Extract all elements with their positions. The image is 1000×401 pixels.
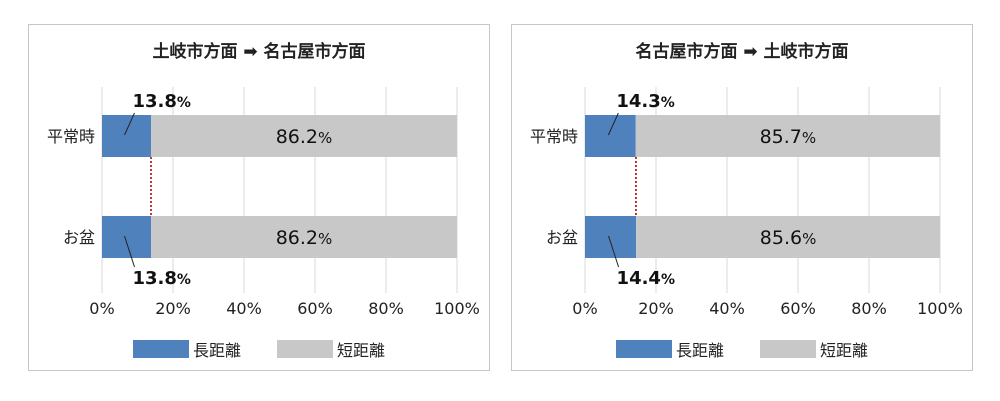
bar-short bbox=[150, 115, 457, 157]
legend-item-long: 長距離 bbox=[132, 337, 241, 361]
category-label: 平常時 bbox=[47, 127, 95, 146]
category-label: お盆 bbox=[63, 228, 95, 247]
bar-short bbox=[636, 216, 940, 258]
bar-chart: 0% 20% 40% 60% 80% 100% 平常時 85.7% 14.3% お盆 85.6% 14… bbox=[530, 87, 963, 318]
legend-label-short: 短距離 bbox=[820, 341, 869, 360]
legend-label-long: 長距離 bbox=[192, 341, 241, 360]
category-label: お盆 bbox=[546, 228, 578, 247]
x-tick-label: 0% bbox=[572, 299, 597, 318]
x-tick-label: 60% bbox=[297, 299, 333, 318]
leader-line bbox=[124, 112, 135, 136]
legend-item-short: 短距離 bbox=[277, 337, 385, 361]
x-tick-label: 40% bbox=[709, 299, 745, 318]
value-label-short: 85.6% bbox=[760, 227, 817, 249]
chart-legend: 長距離 短距離 bbox=[29, 337, 489, 361]
chart-title: 名古屋市方面 ➡ 土岐市方面 bbox=[635, 42, 849, 62]
leader-line bbox=[608, 235, 620, 268]
x-tick-label: 80% bbox=[368, 299, 404, 318]
value-label-long: 13.8% bbox=[132, 91, 190, 112]
x-tick-label: 100% bbox=[917, 299, 963, 318]
legend-item-short: 短距離 bbox=[760, 337, 868, 361]
chart-legend: 長距離 短距離 bbox=[512, 337, 972, 361]
value-label-short: 86.2% bbox=[276, 126, 333, 148]
x-tick-label: 20% bbox=[638, 299, 674, 318]
bar-long bbox=[102, 216, 151, 258]
legend-swatch-short bbox=[760, 340, 816, 358]
chart-title: 土岐市方面 ➡ 名古屋市方面 bbox=[152, 42, 366, 62]
bar-chart: 0% 20% 40% 60% 80% 100% 平常時 86.2% 13.8% お盆 86.2% 13… bbox=[47, 87, 480, 318]
legend-swatch-long bbox=[615, 340, 672, 358]
x-tick-label: 80% bbox=[851, 299, 887, 318]
value-label-short: 85.7% bbox=[760, 126, 817, 148]
bar-long bbox=[585, 115, 636, 157]
chart-panel-right: 名古屋市方面 ➡ 土岐市方面 0% 20% 40% 60% 80% 100% 平常時 85.7… bbox=[511, 24, 973, 371]
legend-label-long: 長距離 bbox=[675, 341, 724, 360]
bar-short bbox=[150, 216, 457, 258]
x-tick-label: 0% bbox=[89, 299, 114, 318]
legend-swatch-short bbox=[277, 340, 333, 358]
bar-short bbox=[635, 115, 940, 157]
x-tick-label: 100% bbox=[434, 299, 480, 318]
chart-panel-left: 土岐市方面 ➡ 名古屋市方面 0% 20% 40% 60% 80% 100% 平常時 86.2… bbox=[28, 24, 490, 371]
bar-long bbox=[585, 216, 637, 258]
value-label-long: 14.3% bbox=[616, 91, 674, 112]
x-tick-label: 60% bbox=[780, 299, 816, 318]
bar-long bbox=[102, 115, 151, 157]
legend-item-long: 長距離 bbox=[615, 337, 724, 361]
x-tick-label: 40% bbox=[226, 299, 262, 318]
legend-label-short: 短距離 bbox=[337, 341, 386, 360]
x-tick-label: 20% bbox=[155, 299, 191, 318]
leader-line bbox=[607, 112, 619, 136]
value-label-short: 86.2% bbox=[276, 227, 333, 249]
legend-swatch-long bbox=[132, 340, 189, 358]
value-label-long: 13.8% bbox=[132, 268, 190, 289]
leader-line bbox=[124, 235, 135, 268]
value-label-long: 14.4% bbox=[617, 268, 675, 289]
category-label: 平常時 bbox=[530, 127, 578, 146]
